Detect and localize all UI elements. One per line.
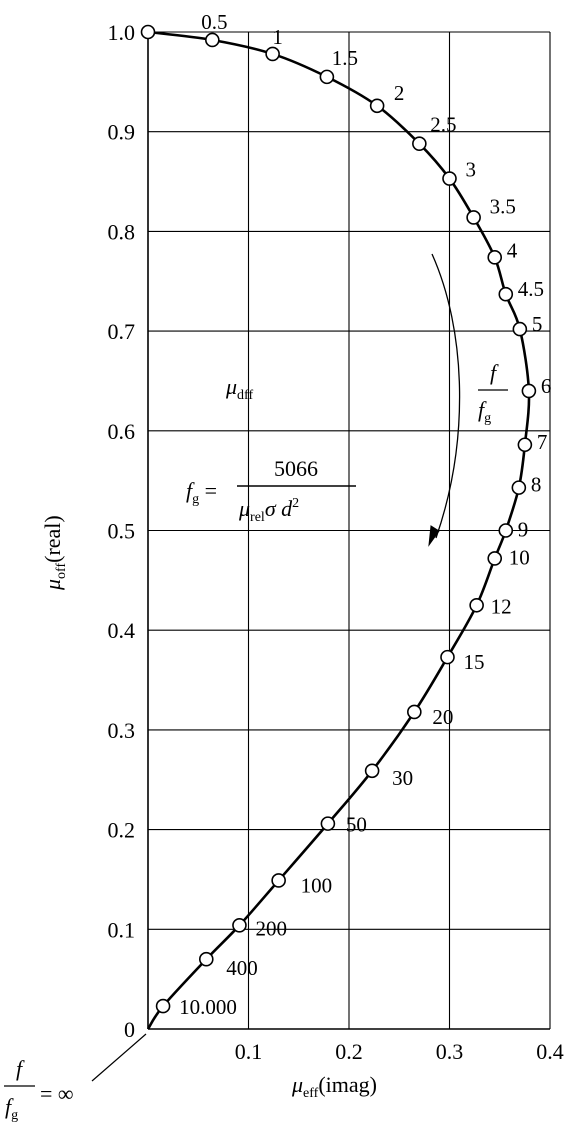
data-point-label: 10.000 xyxy=(179,995,237,1019)
formula-denominator: μrelσ d2 xyxy=(238,496,299,525)
x-tick-label: 0.3 xyxy=(436,1039,464,1064)
y-axis-title: μoff(real) xyxy=(40,515,69,591)
y-tick-label: 0.5 xyxy=(108,519,136,544)
origin-leader-line xyxy=(91,1033,147,1082)
origin-label: f fg = ∞ xyxy=(4,1033,147,1123)
data-point-marker xyxy=(498,286,514,302)
data-point-marker xyxy=(155,998,171,1014)
x-tick-label: 0.4 xyxy=(536,1039,564,1064)
data-point-marker xyxy=(205,32,220,48)
data-point-marker xyxy=(198,951,214,967)
data-point-label: 5 xyxy=(532,312,543,336)
y-tick-label: 1.0 xyxy=(108,20,136,45)
data-point-marker xyxy=(320,816,336,831)
arrow-label-denominator: fg xyxy=(478,397,491,426)
data-points xyxy=(140,24,537,1014)
data-point-label: 2 xyxy=(394,81,405,105)
data-point-marker xyxy=(487,551,503,566)
data-point-label: 9 xyxy=(518,518,529,542)
formula-annotation: fg = 5066 μrelσ d2 xyxy=(186,456,356,525)
data-point-label: 200 xyxy=(255,916,287,940)
data-point-marker xyxy=(271,873,286,888)
data-point-label: 12 xyxy=(491,594,512,618)
x-axis-title: μeff(imag) xyxy=(291,1072,377,1101)
origin-label-value: = ∞ xyxy=(40,1081,74,1106)
data-point-label: 4 xyxy=(507,238,518,262)
x-tick-label: 0.2 xyxy=(335,1039,363,1064)
data-point-marker xyxy=(265,46,280,62)
y-tick-label: 0.1 xyxy=(108,917,136,942)
tick-labels: 0.1 0.2 0.3 0.4 0 0.1 0.2 0.3 0.4 0.5 0.6 0.7 0.8 0.9… xyxy=(108,20,564,1064)
formula-numerator: 5066 xyxy=(274,456,318,481)
data-point-label: 8 xyxy=(531,473,542,497)
arrow-label: f fg xyxy=(478,360,508,426)
data-point-marker xyxy=(369,98,385,114)
data-point-label: 1.5 xyxy=(332,46,358,70)
data-point-marker xyxy=(442,171,457,186)
data-point-label: 7 xyxy=(537,430,548,454)
y-tick-label: 0.3 xyxy=(108,718,136,743)
data-point-label: 20 xyxy=(432,705,453,729)
data-point-label: 4.5 xyxy=(518,277,544,301)
data-point-label: 2.5 xyxy=(430,113,456,137)
formula-lhs: fg = xyxy=(186,478,217,507)
y-tick-label: 0 xyxy=(124,1017,135,1042)
data-point-marker xyxy=(498,523,514,538)
data-point-marker xyxy=(412,136,427,151)
x-tick-label: 0.1 xyxy=(235,1039,263,1064)
data-point-label: 100 xyxy=(301,873,333,897)
data-point-marker xyxy=(140,24,156,40)
data-point-marker xyxy=(232,918,247,933)
data-point-label: 3.5 xyxy=(490,194,516,218)
origin-label-numerator: f xyxy=(16,1056,25,1081)
origin-label-denominator: fg xyxy=(5,1094,18,1123)
data-point-marker xyxy=(511,480,527,495)
data-point-marker xyxy=(407,704,422,720)
data-point-label: 10 xyxy=(509,545,530,569)
data-point-marker xyxy=(517,437,533,453)
curve-symbol: μdff xyxy=(225,374,253,403)
data-point-label: 30 xyxy=(392,766,413,790)
data-point-marker xyxy=(487,250,503,265)
data-point-label: 6 xyxy=(541,374,552,398)
arrow-label-numerator: f xyxy=(490,360,499,385)
data-point-labels: 0.5 1 1.5 2 2.5 3 3.5 44.5 5 6 7 89 10 12 15 20 30 50 100 2… xyxy=(179,10,551,1019)
y-tick-label: 0.9 xyxy=(108,120,136,145)
data-point-label: 50 xyxy=(346,813,367,837)
data-point-marker xyxy=(466,210,481,225)
data-point-marker xyxy=(364,763,380,779)
grid xyxy=(147,31,551,1030)
data-point-marker xyxy=(469,597,484,613)
data-point-marker xyxy=(512,321,528,337)
data-point-marker xyxy=(319,69,335,85)
direction-arrow xyxy=(428,253,461,547)
data-point-marker xyxy=(521,383,537,399)
data-point-label: 15 xyxy=(463,650,484,674)
y-tick-label: 0.4 xyxy=(108,618,136,643)
data-point-label: 3 xyxy=(466,158,477,182)
data-point-label: 1 xyxy=(272,25,283,49)
y-tick-label: 0.6 xyxy=(108,419,136,444)
data-point-label: 0.5 xyxy=(201,10,227,34)
data-point-marker xyxy=(440,649,455,665)
y-tick-label: 0.8 xyxy=(108,219,136,244)
data-point-label: 400 xyxy=(226,956,257,980)
y-tick-label: 0.2 xyxy=(108,818,136,843)
y-tick-label: 0.7 xyxy=(108,319,136,344)
